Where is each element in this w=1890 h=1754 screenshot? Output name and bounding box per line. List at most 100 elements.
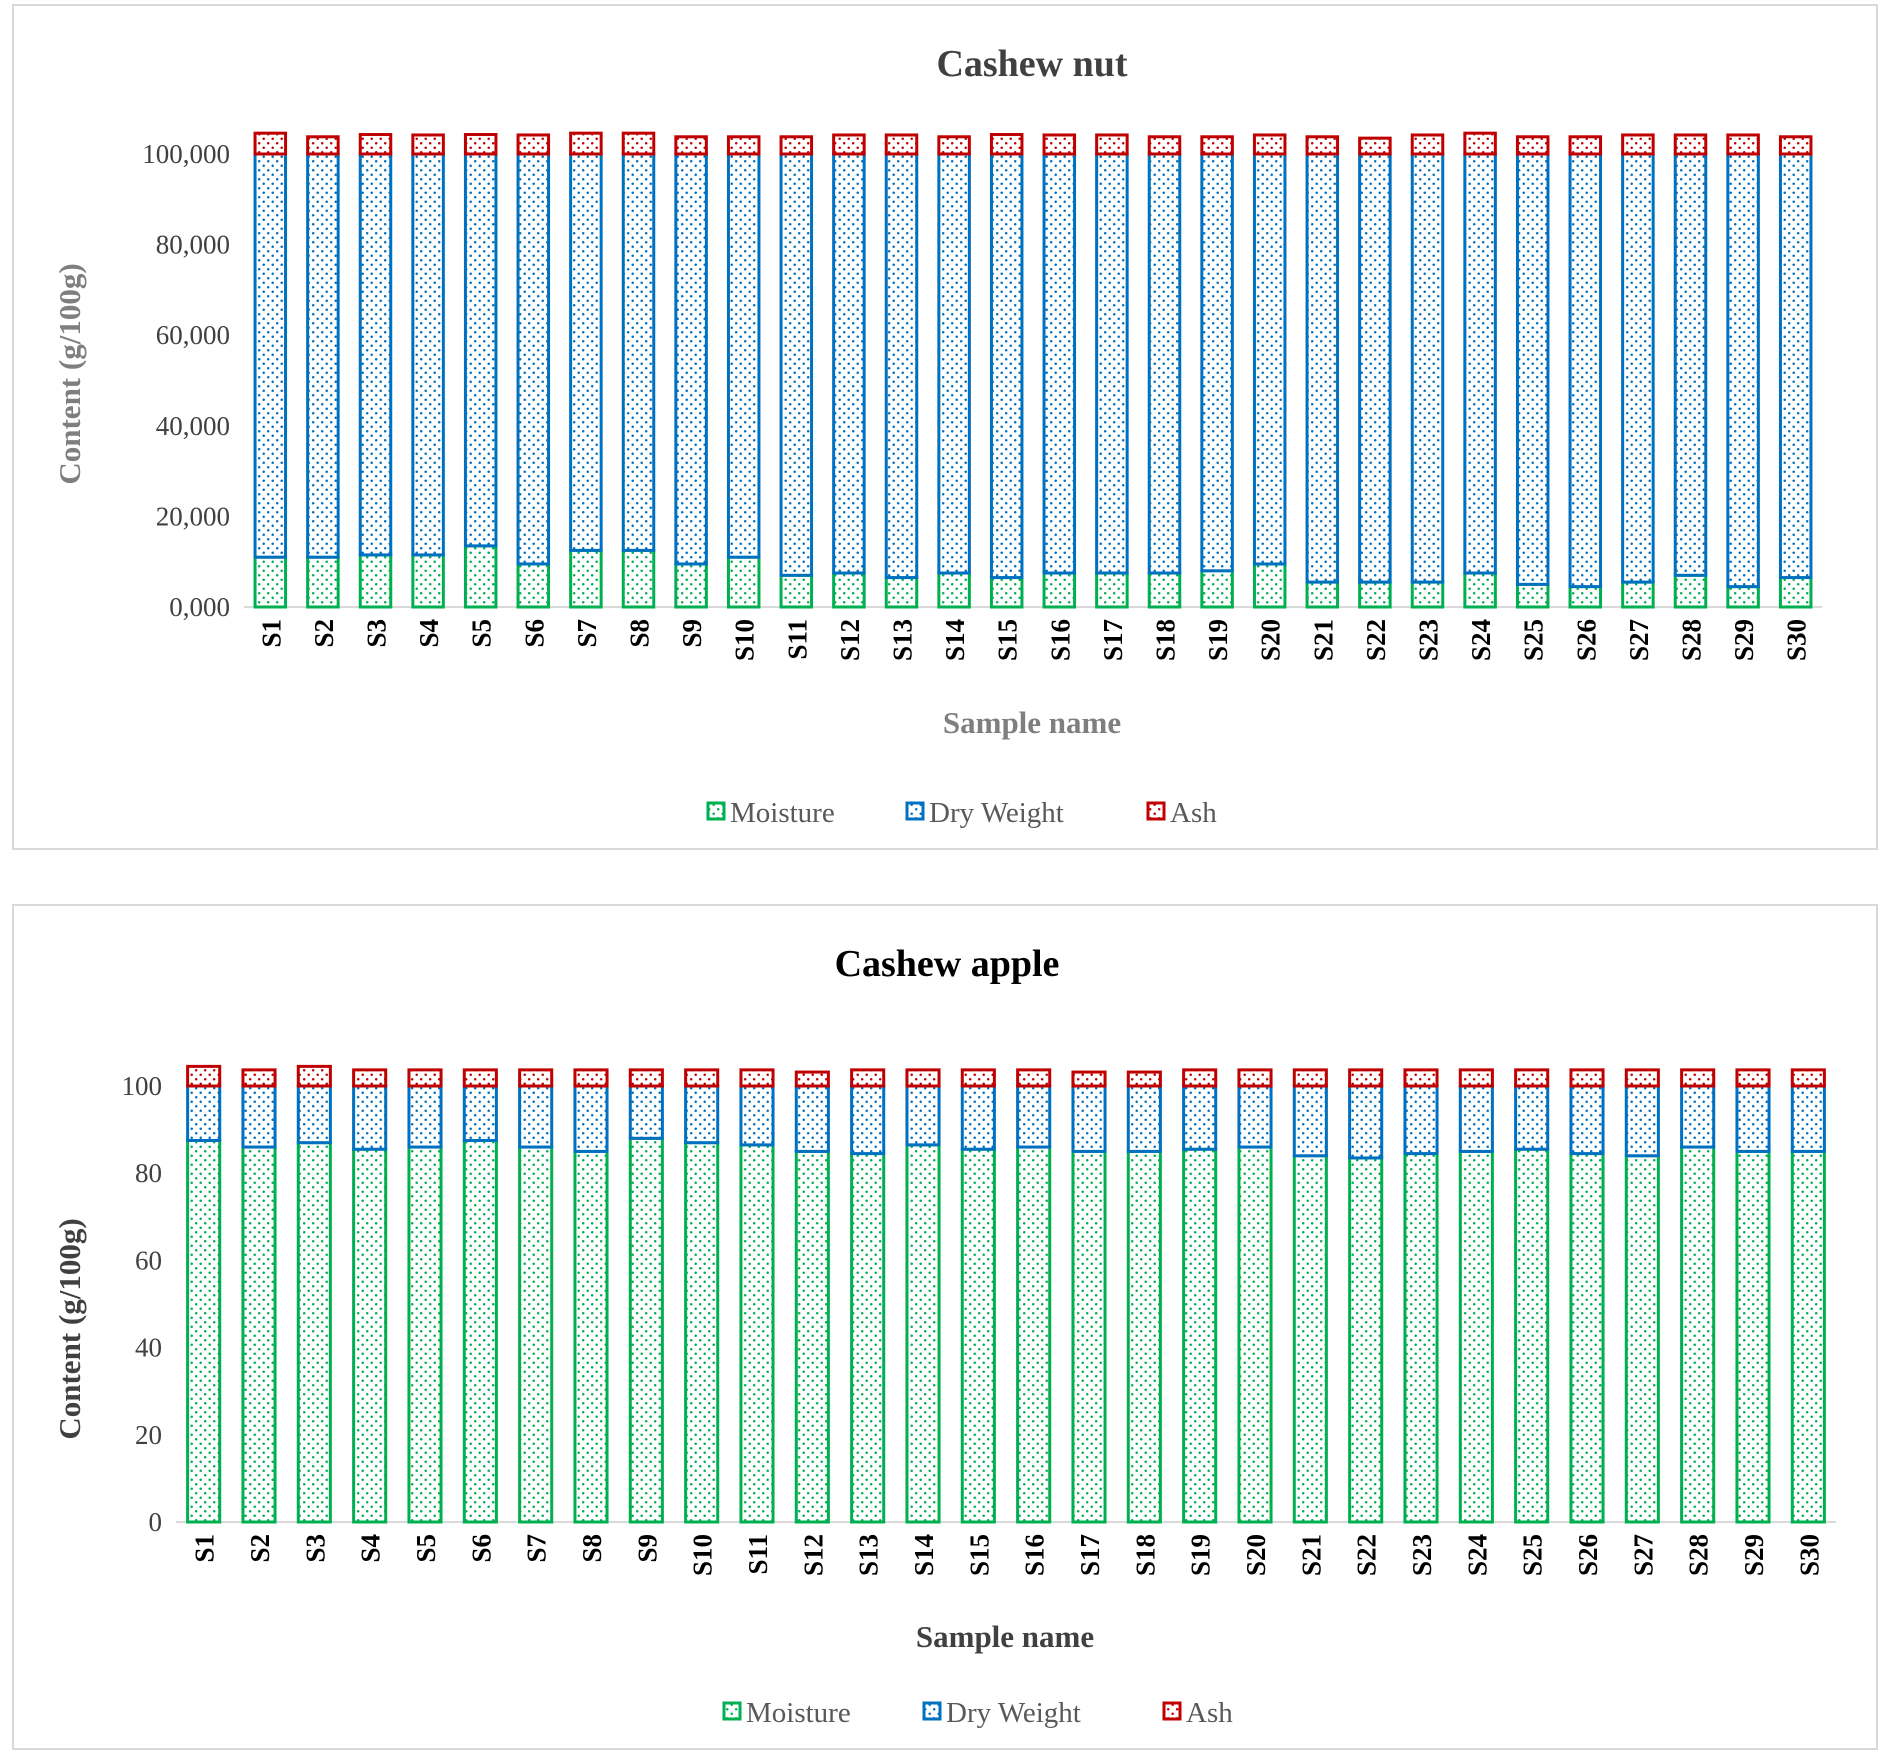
bar-ash-s27 [1621,133,1655,156]
bar-dry-weight-s22 [1348,1084,1384,1160]
bar-dry-weight-s24 [1458,1084,1494,1153]
bar-group-s29 [1726,133,1760,609]
x-tick-label: S27 [1624,619,1654,661]
x-tick-label: S7 [572,619,602,648]
bar-moisture-s23 [1403,1152,1439,1524]
bar-moisture-s11 [779,573,814,609]
bar-moisture-s16 [1042,571,1077,609]
bar-ash-s2 [241,1068,277,1088]
x-tick-label: S2 [245,1534,275,1563]
bar-ash-s14 [937,135,971,156]
x-tick-label: S29 [1739,1534,1769,1576]
bar-group-s3 [296,1064,332,1524]
bar-dry-weight-s23 [1410,152,1445,584]
bar-moisture-s5 [407,1145,443,1524]
bar-dry-weight-s8 [573,1084,609,1153]
bar-dry-weight-s30 [1778,152,1813,580]
bar-group-s23 [1410,133,1445,609]
legend-swatch-dry-weight [905,801,925,821]
y-tick-label: 0 [149,1507,163,1537]
bar-moisture-s3 [296,1141,332,1524]
bar-group-s30 [1778,135,1813,609]
bar-dry-weight-s6 [462,1084,498,1142]
bar-ash-s7 [518,1068,554,1088]
bar-dry-weight-s24 [1463,152,1497,575]
x-tick-label: S26 [1571,619,1601,661]
legend-label-moisture: Moisture [746,1697,851,1729]
bar-ash-s8 [573,1068,609,1088]
bar-dry-weight-s23 [1403,1084,1439,1156]
y-tick-label: 0,000 [169,592,230,622]
bar-dry-weight-s18 [1147,152,1182,575]
bar-dry-weight-s30 [1790,1084,1826,1153]
bar-moisture-s26 [1569,1152,1605,1524]
bar-group-s21 [1305,135,1340,609]
bar-dry-weight-s5 [463,152,498,548]
x-tick-label: S13 [888,619,918,661]
bar-ash-s20 [1237,1068,1273,1088]
bar-ash-s12 [832,133,866,156]
x-tick-label: S8 [577,1534,607,1563]
bar-group-s28 [1680,1068,1716,1524]
bar-dry-weight-s21 [1292,1084,1328,1158]
bar-ash-s6 [516,133,551,156]
y-tick-label: 40,000 [156,411,230,441]
x-tick-label: S18 [1151,619,1181,661]
bar-group-s11 [779,135,814,609]
bar-group-s9 [628,1068,664,1524]
bar-moisture-s27 [1624,1154,1660,1524]
bar-ash-s29 [1726,133,1760,156]
bar-moisture-s18 [1126,1149,1162,1524]
x-tick-label: S29 [1729,619,1759,661]
legend-label-dry-weight: Dry Weight [929,797,1064,829]
bar-group-s17 [1095,133,1129,609]
x-tick-label: S3 [362,619,392,648]
bar-moisture-s28 [1673,573,1708,609]
x-tick-label: S3 [300,1534,330,1563]
y-tick-label: 80,000 [156,230,230,260]
x-tick-label: S30 [1782,619,1812,661]
chart-title: Cashew nut [936,43,1127,85]
bar-group-s20 [1252,133,1287,609]
legend-swatch-ash [1146,801,1166,821]
bar-group-s14 [937,135,971,609]
bar-dry-weight-s7 [569,152,603,552]
x-tick-label: S2 [309,619,339,648]
cashew-nut-chart: Cashew nut Content (g/100g) Sample name … [52,43,1822,829]
bar-group-s26 [1569,1068,1605,1524]
x-tick-label: S26 [1573,1534,1603,1576]
bar-dry-weight-s7 [518,1084,554,1149]
x-tick-label: S23 [1407,1534,1437,1576]
bar-group-s12 [794,1070,830,1524]
bar-moisture-s20 [1237,1145,1273,1524]
bar-moisture-s12 [794,1149,830,1524]
x-tick-label: S19 [1186,1534,1216,1576]
x-tick-label: S15 [993,619,1023,661]
bar-group-s10 [726,135,761,609]
x-tick-label: S18 [1130,1534,1160,1576]
bar-moisture-s8 [621,548,656,609]
bar-group-s6 [462,1068,498,1524]
x-tick-label: S16 [1045,619,1075,661]
bar-dry-weight-s26 [1568,152,1603,589]
legend-label-moisture: Moisture [730,797,835,829]
bar-group-s4 [352,1068,388,1524]
bar-group-s9 [674,135,708,609]
bar-moisture-s30 [1790,1149,1826,1524]
bar-group-s10 [684,1068,720,1524]
bar-moisture-s1 [186,1139,222,1524]
bar-group-s6 [516,133,551,609]
bar-moisture-s19 [1182,1147,1218,1524]
bar-ash-s7 [569,131,603,156]
x-tick-label: S20 [1256,619,1286,661]
bar-ash-s22 [1348,1068,1384,1088]
bar-moisture-s14 [905,1143,941,1524]
bar-ash-s26 [1568,135,1603,156]
bar-moisture-s17 [1095,571,1129,609]
bar-dry-weight-s12 [832,152,866,575]
bar-ash-s28 [1673,133,1708,156]
bar-ash-s13 [884,133,919,156]
bar-moisture-s23 [1410,580,1445,609]
bar-ash-s14 [905,1068,941,1088]
bar-dry-weight-s2 [241,1084,277,1149]
